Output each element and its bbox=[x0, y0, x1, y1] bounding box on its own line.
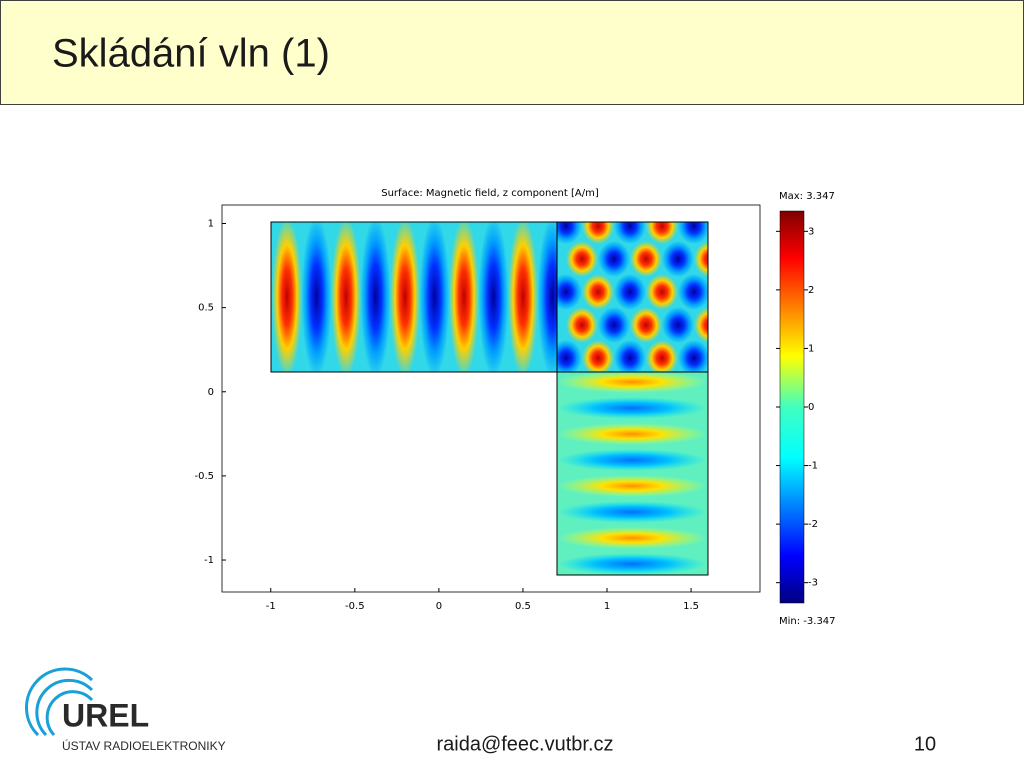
plot-title: Surface: Magnetic field, z component [A/… bbox=[381, 188, 599, 199]
y-tick-label: 1 bbox=[208, 219, 214, 230]
field-lobe bbox=[557, 449, 707, 471]
field-lobe bbox=[301, 222, 332, 372]
colorbar-tick-label: -1 bbox=[808, 461, 818, 472]
field-part bbox=[272, 222, 557, 372]
page-number: 10 bbox=[914, 733, 936, 755]
colorbar-tick-label: 3 bbox=[808, 226, 814, 237]
x-tick-label: 0 bbox=[436, 601, 442, 612]
field-lobe bbox=[557, 340, 582, 372]
x-tick-label: 1 bbox=[604, 601, 610, 612]
colorbar-min: Min: -3.347 bbox=[779, 616, 836, 627]
field-lobe bbox=[678, 340, 708, 372]
colorbar bbox=[779, 210, 805, 604]
field-lobe bbox=[598, 241, 630, 277]
field-lobe bbox=[449, 222, 479, 372]
colorbar-tick-label: 1 bbox=[808, 343, 814, 354]
field-lobe bbox=[557, 527, 707, 549]
x-tick-label: 0.5 bbox=[515, 601, 531, 612]
field-lobe bbox=[646, 274, 678, 310]
logo-subtitle: ÚSTAV RADIOELEKTRONIKY bbox=[62, 738, 226, 753]
field-lobe bbox=[646, 340, 678, 372]
logo-arc bbox=[35, 678, 94, 737]
field-lobe bbox=[557, 553, 707, 575]
field-lobe bbox=[360, 222, 391, 372]
field-lobe bbox=[598, 307, 630, 343]
field-lobe bbox=[419, 222, 450, 372]
field-part bbox=[557, 372, 707, 575]
field-lobe bbox=[566, 241, 598, 277]
field-lobe bbox=[272, 222, 302, 372]
field-lobe bbox=[557, 423, 707, 445]
field-lobe bbox=[557, 475, 707, 497]
field-lobe bbox=[646, 222, 678, 244]
field-lobe bbox=[630, 307, 662, 343]
field-lobe bbox=[582, 340, 614, 372]
x-tick-label: -0.5 bbox=[345, 601, 365, 612]
x-tick-label: 1.5 bbox=[683, 601, 699, 612]
field-lobe bbox=[557, 274, 582, 310]
field-lobe bbox=[478, 222, 509, 372]
field-lobe bbox=[566, 307, 598, 343]
colorbar-max: Max: 3.347 bbox=[779, 191, 835, 202]
field-lobe bbox=[537, 222, 557, 372]
logo-arc bbox=[45, 690, 94, 737]
field-lobe bbox=[557, 397, 707, 419]
field-lobe bbox=[557, 501, 707, 523]
title-bar bbox=[0, 0, 1024, 105]
field-lobe bbox=[678, 274, 708, 310]
field-lobe bbox=[630, 241, 662, 277]
field-lobe bbox=[390, 222, 420, 372]
field-lobe bbox=[662, 307, 694, 343]
slide-title: Skládání vln (1) bbox=[52, 32, 330, 76]
logo: UREL ÚSTAV RADIOELEKTRONIKY bbox=[24, 667, 226, 753]
field-lobe bbox=[331, 222, 361, 372]
colorbar-tick-label: 0 bbox=[808, 402, 814, 413]
field-lobe bbox=[557, 372, 707, 393]
field-lobe bbox=[582, 222, 614, 244]
field-lobe bbox=[614, 274, 646, 310]
field-lobe bbox=[662, 241, 694, 277]
field-lobe bbox=[614, 222, 646, 244]
field-lobe bbox=[694, 307, 708, 343]
field-pattern bbox=[272, 222, 708, 575]
field-part bbox=[557, 222, 708, 372]
colorbar-tick-label: 2 bbox=[808, 285, 814, 296]
domain-outline bbox=[556, 371, 709, 576]
field-lobe bbox=[582, 274, 614, 310]
colorbar-tick-label: -2 bbox=[808, 519, 818, 530]
colorbar-tick-label: -3 bbox=[808, 578, 818, 589]
logo-arc bbox=[24, 667, 94, 737]
footer-email: raida@feec.vutbr.cz bbox=[436, 733, 613, 755]
field-lobe bbox=[614, 340, 646, 372]
field-lobe bbox=[694, 241, 708, 277]
y-tick-label: -1 bbox=[204, 555, 214, 566]
field-lobe bbox=[557, 222, 582, 244]
y-tick-label: 0.5 bbox=[198, 303, 214, 314]
y-tick-label: -0.5 bbox=[194, 471, 214, 482]
logo-text: UREL bbox=[62, 697, 149, 733]
field-lobe bbox=[508, 222, 538, 372]
y-tick-label: 0 bbox=[208, 387, 214, 398]
field-lobe bbox=[678, 222, 708, 244]
x-tick-label: -1 bbox=[266, 601, 276, 612]
